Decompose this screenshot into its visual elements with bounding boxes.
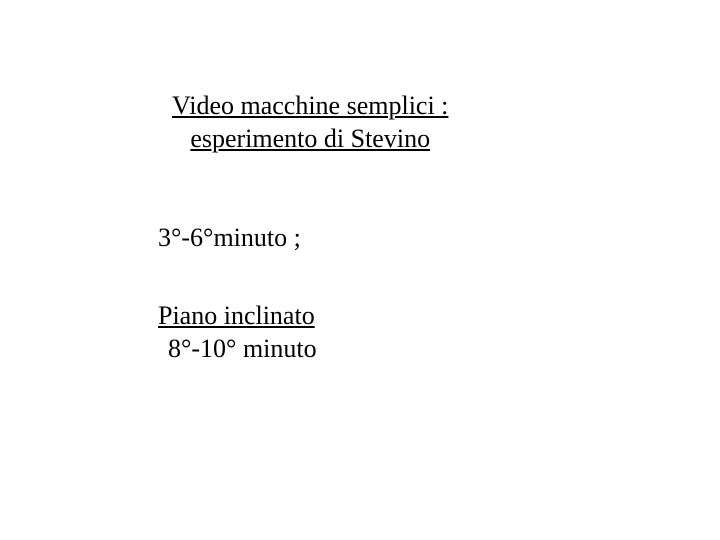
text-minuto-range: 3°-6°minuto ; bbox=[158, 222, 301, 255]
text-time-range: 8°-10° minuto bbox=[168, 333, 317, 366]
title-line-2: esperimento di Stevino bbox=[172, 123, 448, 156]
title-line-1: Video macchine semplici : bbox=[172, 90, 448, 123]
text-piano-inclinato: Piano inclinato bbox=[158, 300, 315, 333]
title-block: Video macchine semplici : esperimento di… bbox=[172, 90, 448, 155]
